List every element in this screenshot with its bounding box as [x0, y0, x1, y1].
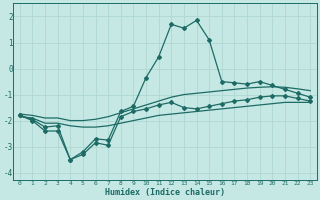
X-axis label: Humidex (Indice chaleur): Humidex (Indice chaleur)	[105, 188, 225, 197]
